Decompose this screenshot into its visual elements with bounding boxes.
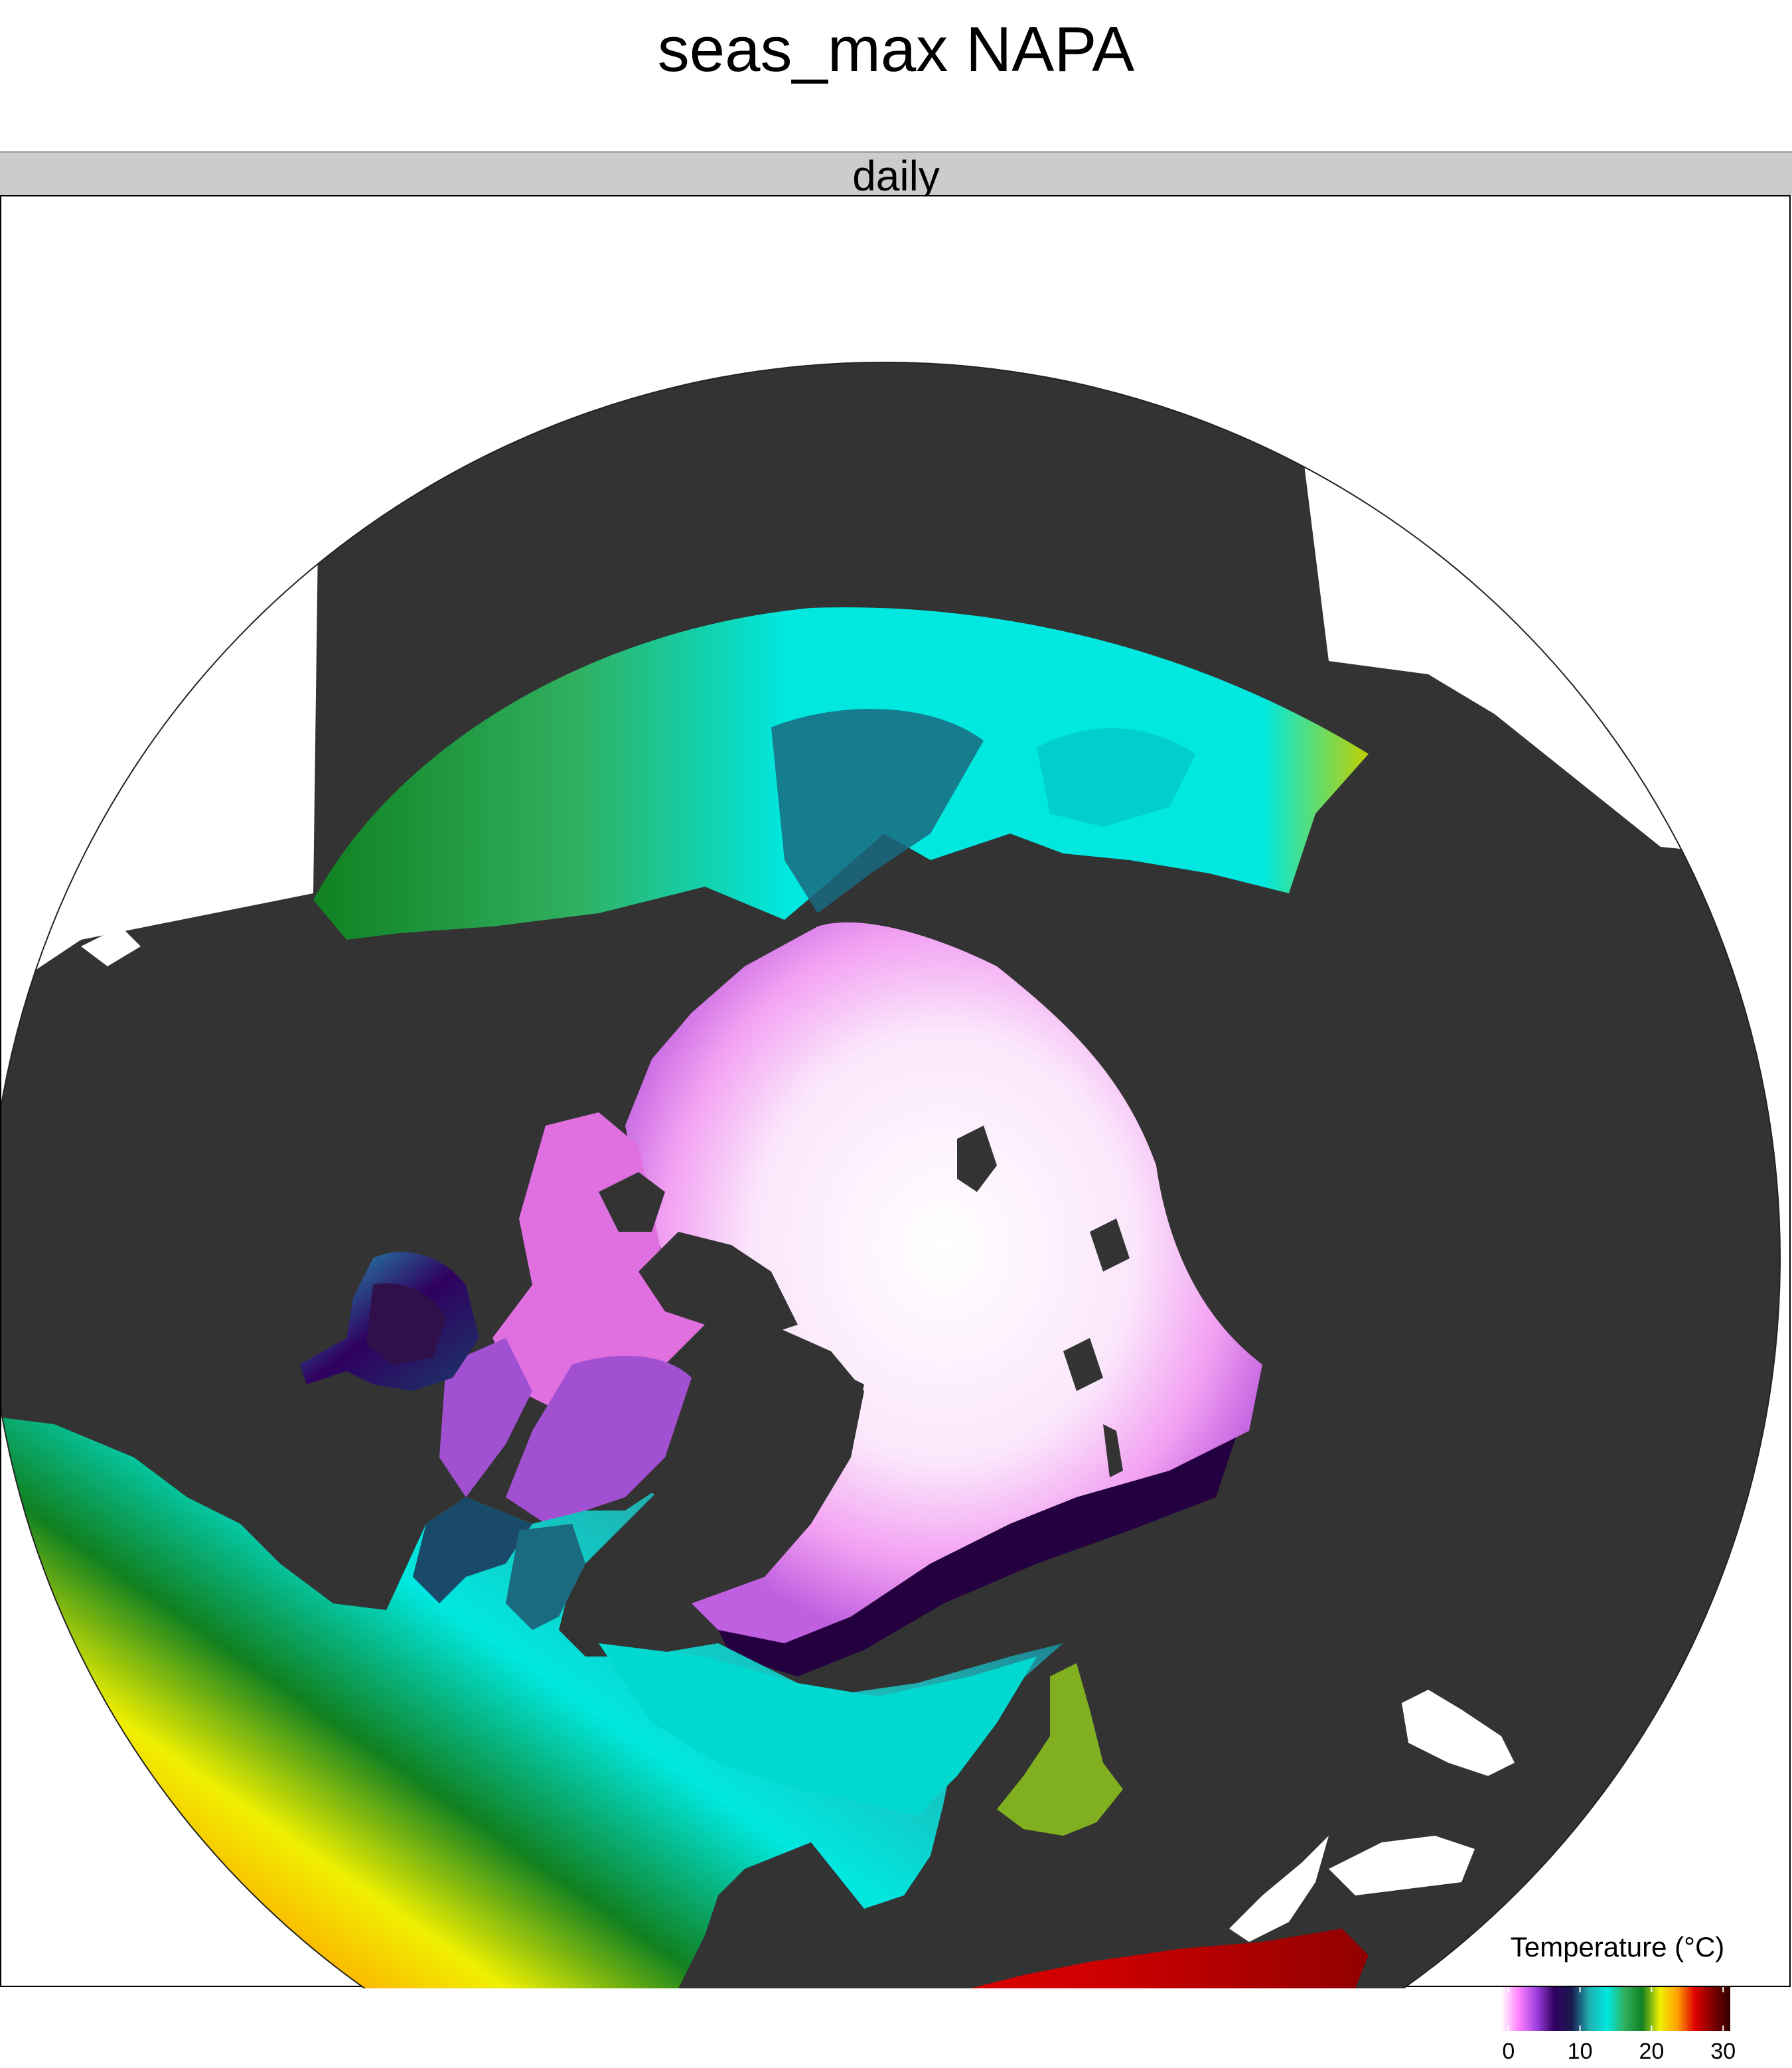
colorbar-tick-label: 10 [1567,2039,1593,2064]
colorbar-title: Temperature (°C) [1510,1931,1725,1962]
colorbar-legend: Temperature (°C) 0 10 20 30 [1485,1929,1750,2068]
ocean-bering-strait [771,709,984,913]
ocean-labrador-sea [413,1497,532,1603]
figure-title: seas_max NAPA [657,14,1135,85]
map-panel: Temperature (°C) 0 10 20 30 [0,195,1791,2064]
ocean-baffin-bay [506,1355,692,1524]
ocean-arctic-ice [625,922,1262,1643]
polar-map [1,362,1781,1988]
inland-missing-features [81,926,1515,1942]
colorbar-tick-label: 0 [1502,2039,1515,2064]
ocean-irminger-sea [506,1524,585,1630]
colorbar-gradient [1501,1987,1730,2031]
panel-strip-label: daily [852,152,940,200]
ocean-canadian-archipelago [492,1112,705,1418]
colorbar [1501,1987,1730,2031]
ocean-okhotsk [1037,728,1196,827]
ocean-hudson-core [366,1283,446,1365]
panel-strip: daily [0,151,1792,199]
ocean-baltic-sea [997,1663,1123,1836]
globe-outline [1,362,1781,1988]
ocean-ice-edge-band [718,1438,1236,1676]
colorbar-tick-label: 20 [1639,2039,1665,2064]
ocean-norwegian-sea [599,1643,1037,1816]
ocean-mediterranean-sea [811,1929,1369,1988]
arctic-islands [599,1126,1130,1557]
ocean-davis-strait [439,1338,532,1497]
colorbar-tick-label: 30 [1710,2039,1736,2064]
